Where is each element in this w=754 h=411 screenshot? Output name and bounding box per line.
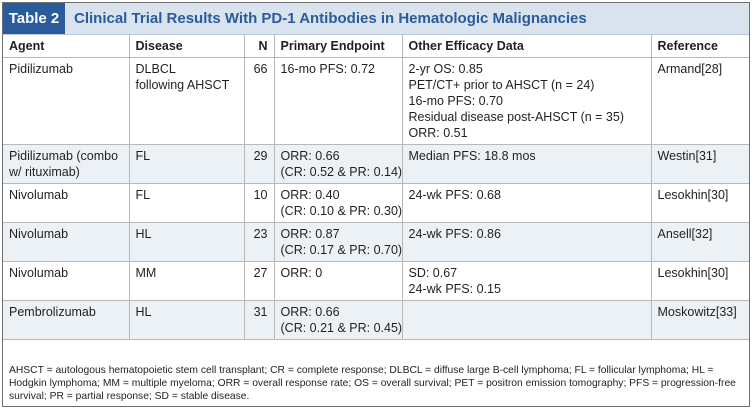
table-footnote: AHSCT = autologous hematopoietic stem ce… bbox=[9, 365, 736, 402]
cell-text-line: ORR: 0.51 bbox=[408, 126, 468, 140]
cell-disease: HL bbox=[129, 300, 245, 340]
table-row: Nivolumab MM 27 ORR: 0 SD: 0.67 24-wk PFS: 0.… bbox=[3, 261, 749, 301]
cell-other-efficacy: 2-yr OS: 0.85 PET/CT+ prior to AHSCT (n =… bbox=[402, 57, 652, 145]
cell-text-line: DLBCL bbox=[135, 62, 176, 76]
cell-text-line: PET/CT+ prior to AHSCT (n = 24) bbox=[408, 78, 595, 92]
cell-text-line: Pidilizumab (combo bbox=[9, 149, 119, 163]
column-header-other-efficacy: Other Efficacy Data bbox=[402, 35, 652, 58]
cell-reference: Lesokhin[30] bbox=[651, 261, 749, 301]
cell-n: 66 bbox=[244, 57, 275, 145]
cell-text-line: HL bbox=[135, 305, 152, 319]
cell-disease: FL bbox=[129, 144, 245, 184]
cell-text-line: 16-mo PFS: 0.70 bbox=[408, 94, 504, 108]
cell-text-line: MM bbox=[135, 266, 157, 280]
cell-n: 29 bbox=[244, 144, 275, 184]
cell-disease: DLBCL following AHSCT bbox=[129, 57, 245, 145]
cell-text-line: Pembrolizumab bbox=[9, 305, 96, 319]
cell-text-line: following AHSCT bbox=[135, 78, 230, 92]
cell-text-line: SD: 0.67 bbox=[408, 266, 458, 280]
cell-primary-endpoint: ORR: 0.87 (CR: 0.17 & PR: 0.70) bbox=[274, 222, 403, 262]
cell-text-line: HL bbox=[135, 227, 152, 241]
cell-n: 10 bbox=[244, 183, 275, 223]
cell-other-efficacy: 24-wk PFS: 0.68 bbox=[402, 183, 652, 223]
cell-agent: Pidilizumab (combo w/ rituximab) bbox=[3, 144, 130, 184]
cell-text-line: (CR: 0.17 & PR: 0.70) bbox=[280, 243, 403, 257]
table-row: Nivolumab HL 23 ORR: 0.87 (CR: 0.17 & PR: 0.… bbox=[3, 222, 749, 262]
cell-primary-endpoint: ORR: 0.66 (CR: 0.21 & PR: 0.45) bbox=[274, 300, 403, 340]
cell-agent: Nivolumab bbox=[3, 222, 130, 262]
cell-agent: Pidilizumab bbox=[3, 57, 130, 145]
column-header-reference: Reference bbox=[651, 35, 749, 58]
cell-reference: Westin[31] bbox=[651, 144, 749, 184]
cell-reference: Ansell[32] bbox=[651, 222, 749, 262]
cell-agent: Nivolumab bbox=[3, 183, 130, 223]
cell-disease: MM bbox=[129, 261, 245, 301]
table-row: Nivolumab FL 10 ORR: 0.40 (CR: 0.10 & PR: 0.… bbox=[3, 183, 749, 223]
column-header-primary-endpoint: Primary Endpoint bbox=[274, 35, 403, 58]
cell-n: 31 bbox=[244, 300, 275, 340]
results-table: Agent Disease N Primary Endpoint Other E… bbox=[3, 35, 749, 340]
cell-n: 23 bbox=[244, 222, 275, 262]
cell-text-line: Nivolumab bbox=[9, 266, 69, 280]
table-body: Pidilizumab DLBCL following AHSCT 66 16-mo P… bbox=[3, 57, 749, 340]
cell-primary-endpoint: ORR: 0.40 (CR: 0.10 & PR: 0.30) bbox=[274, 183, 403, 223]
cell-other-efficacy bbox=[402, 300, 652, 340]
cell-other-efficacy: 24-wk PFS: 0.86 bbox=[402, 222, 652, 262]
cell-agent: Pembrolizumab bbox=[3, 300, 130, 340]
cell-text-line: ORR: 0.66 bbox=[280, 305, 340, 319]
cell-text-line: FL bbox=[135, 188, 151, 202]
cell-text-line: 2-yr OS: 0.85 bbox=[408, 62, 483, 76]
cell-reference: Moskowitz[33] bbox=[651, 300, 749, 340]
cell-text-line: w/ rituximab) bbox=[9, 165, 80, 179]
table-title-bar: Table 2 Clinical Trial Results With PD-1… bbox=[3, 3, 749, 35]
table-title: Clinical Trial Results With PD-1 Antibod… bbox=[74, 10, 587, 27]
cell-n: 27 bbox=[244, 261, 275, 301]
cell-primary-endpoint: ORR: 0.66 (CR: 0.52 & PR: 0.14) bbox=[274, 144, 403, 184]
cell-other-efficacy: Median PFS: 18.8 mos bbox=[402, 144, 652, 184]
cell-text-line: FL bbox=[135, 149, 151, 163]
cell-text-line: 16-mo PFS: 0.72 bbox=[280, 62, 376, 76]
cell-reference: Armand[28] bbox=[651, 57, 749, 145]
cell-other-efficacy: SD: 0.67 24-wk PFS: 0.15 bbox=[402, 261, 652, 301]
column-header-agent: Agent bbox=[3, 35, 130, 58]
cell-text-line: Pidilizumab bbox=[9, 62, 73, 76]
cell-disease: FL bbox=[129, 183, 245, 223]
cell-text-line: 24-wk PFS: 0.68 bbox=[408, 188, 501, 202]
cell-text-line: Median PFS: 18.8 mos bbox=[408, 149, 536, 163]
cell-text-line: Nivolumab bbox=[9, 188, 69, 202]
cell-text-line: (CR: 0.52 & PR: 0.14) bbox=[280, 165, 403, 179]
cell-text-line: ORR: 0.66 bbox=[280, 149, 340, 163]
cell-text-line: Residual disease post-AHSCT (n = 35) bbox=[408, 110, 625, 124]
table-row: Pembrolizumab HL 31 ORR: 0.66 (CR: 0.21 & PR… bbox=[3, 300, 749, 340]
cell-text-line: (CR: 0.21 & PR: 0.45) bbox=[280, 321, 403, 335]
cell-disease: HL bbox=[129, 222, 245, 262]
cell-primary-endpoint: 16-mo PFS: 0.72 bbox=[274, 57, 403, 145]
cell-text-line: ORR: 0 bbox=[280, 266, 323, 280]
cell-agent: Nivolumab bbox=[3, 261, 130, 301]
header-row: Agent Disease N Primary Endpoint Other E… bbox=[3, 35, 749, 58]
cell-text-line: ORR: 0.40 bbox=[280, 188, 340, 202]
cell-text-line: 24-wk PFS: 0.15 bbox=[408, 282, 501, 296]
column-header-disease: Disease bbox=[129, 35, 245, 58]
cell-text-line: 24-wk PFS: 0.86 bbox=[408, 227, 501, 241]
cell-reference: Lesokhin[30] bbox=[651, 183, 749, 223]
table-figure: Table 2 Clinical Trial Results With PD-1… bbox=[2, 2, 750, 407]
table-row: Pidilizumab (combo w/ rituximab) FL 29 ORR: … bbox=[3, 144, 749, 184]
cell-primary-endpoint: ORR: 0 bbox=[274, 261, 403, 301]
cell-text-line: Nivolumab bbox=[9, 227, 69, 241]
table-row: Pidilizumab DLBCL following AHSCT 66 16-mo P… bbox=[3, 57, 749, 145]
cell-text-line: (CR: 0.10 & PR: 0.30) bbox=[280, 204, 403, 218]
cell-text-line: ORR: 0.87 bbox=[280, 227, 340, 241]
column-header-n: N bbox=[244, 35, 275, 58]
table-number-tag: Table 2 bbox=[3, 3, 65, 34]
